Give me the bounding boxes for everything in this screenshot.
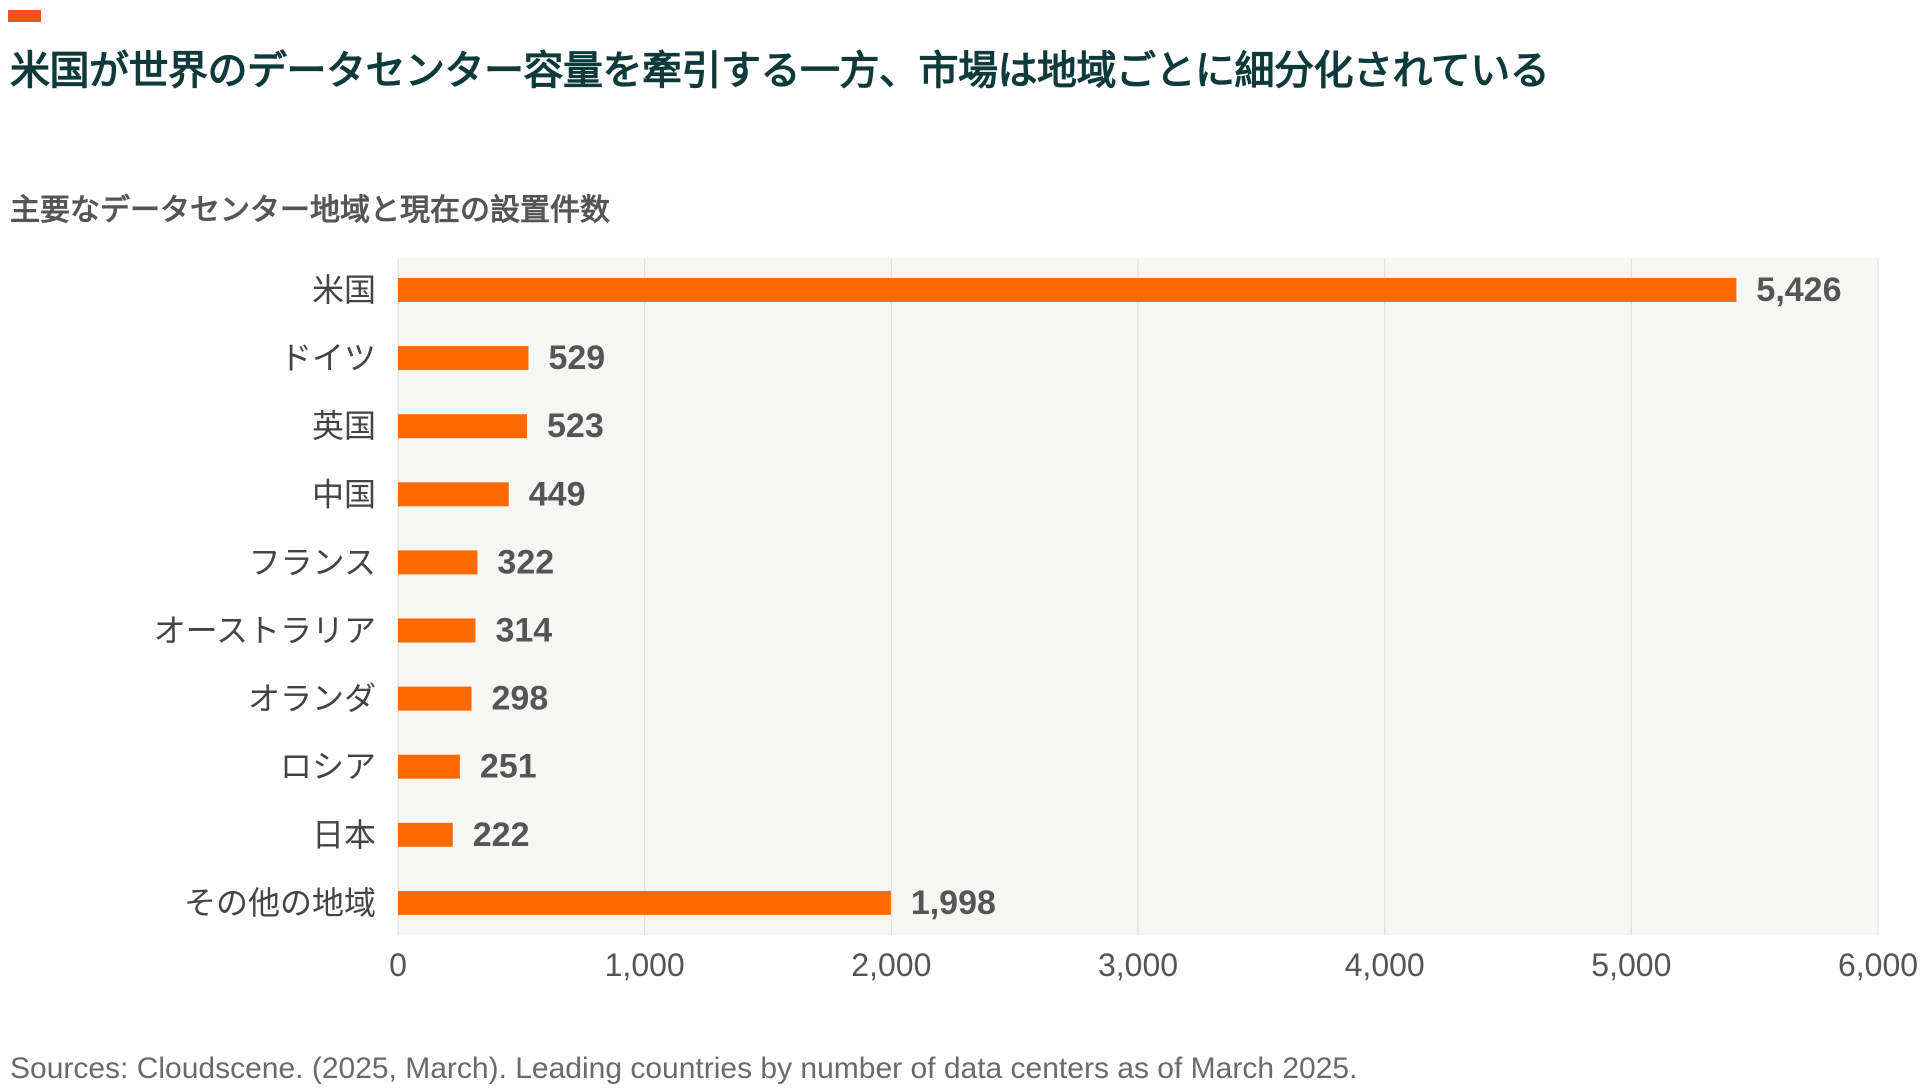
bar: [398, 414, 528, 439]
category-label: ロシア: [280, 749, 376, 785]
category-label: 中国: [312, 476, 376, 512]
bar: [398, 686, 472, 711]
value-label: 523: [547, 407, 604, 445]
value-label: 222: [473, 816, 530, 854]
chart-subtitle: 主要なデータセンター地域と現在の設置件数: [10, 194, 610, 227]
x-tick-label: 3,000: [1098, 947, 1178, 983]
x-tick-label: 2,000: [851, 947, 931, 983]
category-label: 英国: [312, 408, 376, 444]
value-label: 322: [497, 543, 554, 581]
x-tick-label: 4,000: [1345, 947, 1425, 983]
value-label: 529: [548, 339, 605, 377]
value-label: 5,426: [1756, 271, 1841, 309]
value-label: 298: [492, 680, 549, 718]
category-label: オーストラリア: [154, 613, 376, 649]
bar: [398, 822, 453, 847]
value-label: 314: [495, 612, 552, 650]
category-label: オランダ: [248, 681, 376, 717]
category-label: ドイツ: [280, 340, 376, 376]
category-label: その他の地域: [184, 885, 376, 921]
value-label: 1,998: [911, 884, 996, 922]
bar-chart: 0 1,000 2,000 3,000 4,000 5,000 6,000 米国 5,426 ドイ…: [154, 258, 1918, 983]
x-tick-label: 5,000: [1591, 947, 1671, 983]
bar: [398, 278, 1737, 302]
value-label: 449: [529, 475, 586, 513]
source-note: Sources: Cloudscene. (2025, March). Lead…: [10, 1052, 1358, 1085]
bar: [398, 482, 509, 507]
category-label: 米国: [312, 272, 376, 308]
x-tick-label: 0: [389, 947, 407, 983]
value-label: 251: [480, 748, 537, 786]
category-label: フランス: [249, 544, 376, 580]
bar: [398, 754, 460, 779]
bar: [398, 346, 529, 371]
bar: [398, 550, 478, 575]
x-tick-label: 6,000: [1838, 947, 1918, 983]
x-tick-label: 1,000: [605, 947, 685, 983]
category-label: 日本: [312, 817, 376, 853]
page-title: 米国が世界のデータセンター容量を牽引する一方、市場は地域ごとに細分化されている: [10, 49, 1550, 93]
bar: [398, 890, 891, 915]
accent-bar: [8, 10, 41, 22]
bar: [398, 618, 476, 643]
